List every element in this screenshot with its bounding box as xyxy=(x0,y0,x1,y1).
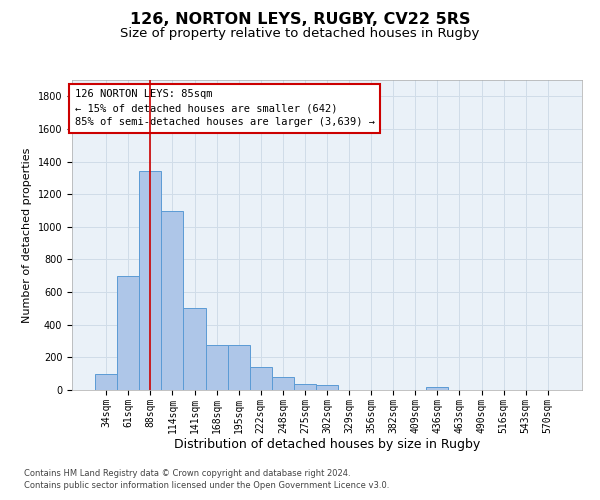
Bar xyxy=(294,384,316,390)
Bar xyxy=(427,386,448,390)
Bar xyxy=(139,172,161,390)
Bar xyxy=(272,377,294,390)
Text: 126 NORTON LEYS: 85sqm
← 15% of detached houses are smaller (642)
85% of semi-de: 126 NORTON LEYS: 85sqm ← 15% of detached… xyxy=(74,90,374,128)
Bar xyxy=(161,210,184,390)
X-axis label: Distribution of detached houses by size in Rugby: Distribution of detached houses by size … xyxy=(174,438,480,452)
Bar xyxy=(250,367,272,390)
Text: Contains HM Land Registry data © Crown copyright and database right 2024.: Contains HM Land Registry data © Crown c… xyxy=(24,468,350,477)
Text: 126, NORTON LEYS, RUGBY, CV22 5RS: 126, NORTON LEYS, RUGBY, CV22 5RS xyxy=(130,12,470,28)
Bar xyxy=(227,345,250,390)
Bar xyxy=(117,276,139,390)
Text: Size of property relative to detached houses in Rugby: Size of property relative to detached ho… xyxy=(121,28,479,40)
Y-axis label: Number of detached properties: Number of detached properties xyxy=(22,148,32,322)
Bar xyxy=(95,374,117,390)
Bar xyxy=(316,385,338,390)
Bar xyxy=(206,345,227,390)
Text: Contains public sector information licensed under the Open Government Licence v3: Contains public sector information licen… xyxy=(24,481,389,490)
Bar xyxy=(184,308,206,390)
